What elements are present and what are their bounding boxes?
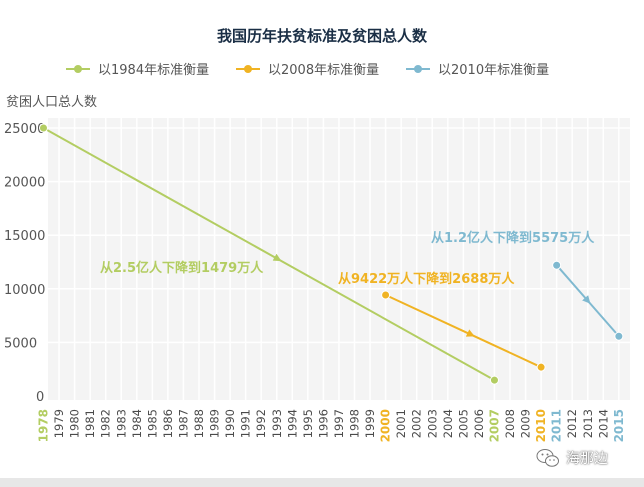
y-tick-label: 25000 — [4, 122, 45, 137]
legend-marker — [244, 65, 252, 73]
x-tick-label: 2007 — [487, 409, 501, 442]
watermark: 海那边 — [536, 448, 608, 468]
series-line — [43, 127, 495, 382]
data-point — [381, 290, 391, 300]
wechat-icon — [536, 449, 559, 467]
annotation-label: 从1.2亿人下降到5575万人 — [431, 230, 595, 246]
x-tick-label: 1997 — [332, 409, 346, 438]
x-tick-label: 1985 — [145, 409, 159, 438]
x-tick-label: 1990 — [223, 409, 237, 438]
x-tick-label: 1993 — [270, 409, 284, 438]
legend-label: 以1984年标准衡量 — [98, 63, 209, 78]
x-tick-label: 2013 — [581, 409, 595, 438]
x-tick-label: 1982 — [99, 409, 113, 438]
x-tick-label: 1983 — [114, 409, 128, 438]
data-point — [489, 375, 499, 385]
x-tick-label: 2014 — [596, 409, 610, 438]
x-tick-label: 2004 — [441, 409, 455, 438]
x-tick-label: 2000 — [379, 409, 393, 442]
x-tick-label: 1996 — [316, 409, 330, 438]
x-tick-label: 2009 — [519, 409, 533, 438]
x-tick-label: 1981 — [83, 409, 97, 438]
annotation-label: 从9422万人下降到2688万人 — [338, 271, 515, 287]
data-point — [614, 331, 624, 341]
x-tick-label: 1999 — [363, 409, 377, 438]
y-tick-label: 15000 — [4, 229, 45, 244]
series-line — [555, 264, 620, 337]
x-tick-label: 1988 — [192, 409, 206, 438]
x-tick-label: 1978 — [37, 409, 51, 442]
x-tick-label: 1991 — [239, 409, 253, 438]
x-tick-label: 2010 — [534, 409, 548, 442]
x-tick-label: 1986 — [161, 409, 175, 438]
x-tick-label: 1987 — [176, 409, 190, 438]
x-tick-label: 1998 — [348, 409, 362, 438]
legend-marker — [74, 65, 82, 73]
x-tick-label: 2008 — [503, 409, 517, 438]
series-line — [385, 294, 542, 369]
x-tick-label: 1989 — [208, 409, 222, 438]
x-tick-label: 2003 — [425, 409, 439, 438]
x-tick-label: 2012 — [565, 409, 579, 438]
x-tick-label: 1994 — [285, 409, 299, 438]
x-tick-label: 2002 — [410, 409, 424, 438]
bottom-strip — [0, 478, 644, 487]
y-tick-label: 5000 — [4, 336, 37, 351]
x-tick-label: 2005 — [456, 409, 470, 438]
x-tick-label: 1984 — [130, 409, 144, 438]
y-axis-label: 贫困人口总人数 — [6, 94, 97, 110]
x-tick-label: 1992 — [254, 409, 268, 438]
chart-title: 我国历年扶贫标准及贫困总人数 — [217, 27, 428, 45]
legend-label: 以2010年标准衡量 — [438, 63, 549, 78]
watermark-text: 海那边 — [566, 451, 608, 467]
x-tick-label: 2006 — [472, 409, 486, 438]
x-tick-label: 2015 — [612, 409, 626, 442]
data-point — [552, 260, 562, 270]
annotation-label: 从2.5亿人下降到1479万人 — [100, 260, 264, 276]
y-tick-label: 0 — [36, 390, 44, 405]
y-tick-label: 10000 — [4, 283, 45, 298]
legend-marker — [414, 65, 422, 73]
x-tick-label: 2001 — [394, 409, 408, 438]
x-tick-label: 1979 — [52, 409, 66, 438]
data-point — [39, 123, 48, 133]
data-point — [536, 362, 546, 372]
x-tick-label: 1995 — [301, 409, 315, 438]
x-tick-label: 2011 — [550, 409, 564, 442]
legend-label: 以2008年标准衡量 — [268, 63, 379, 78]
x-tick-label: 1980 — [68, 409, 82, 438]
y-tick-label: 20000 — [4, 176, 45, 191]
